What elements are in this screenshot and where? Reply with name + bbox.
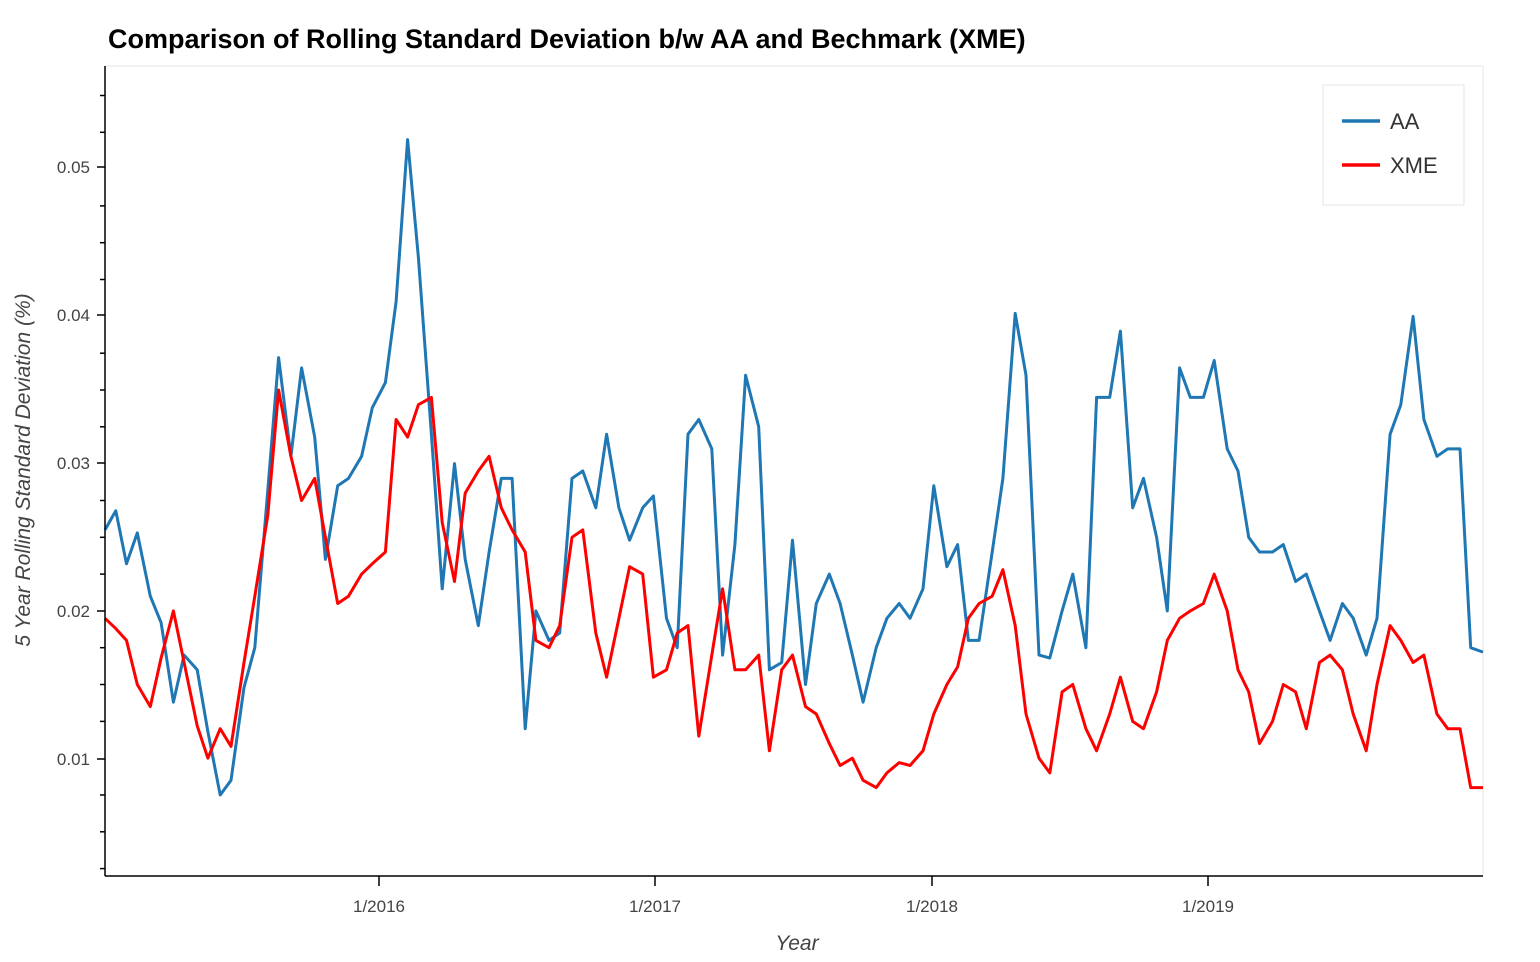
y-tick-2: 0.03 xyxy=(57,454,105,473)
y-tick-label: 0.05 xyxy=(57,158,90,177)
x-tick-label: 1/2016 xyxy=(353,897,405,916)
x-tick-label: 1/2018 xyxy=(906,897,958,916)
y-tick-4: 0.05 xyxy=(57,158,105,177)
legend-box xyxy=(1322,84,1465,206)
legend-label-aa: AA xyxy=(1390,109,1420,134)
chart-title: Comparison of Rolling Standard Deviation… xyxy=(108,24,1026,54)
x-tick-3: 1/2019 xyxy=(1182,876,1234,916)
y-axis-label: 5 Year Rolling Standard Deviation (%) xyxy=(12,293,35,646)
x-tick-0: 1/2016 xyxy=(353,876,405,916)
x-tick-2: 1/2018 xyxy=(906,876,958,916)
y-minor-ticks xyxy=(100,94,105,870)
plot-frame xyxy=(104,65,1484,877)
y-tick-label: 0.03 xyxy=(57,454,90,473)
x-tick-label: 1/2017 xyxy=(629,897,681,916)
series-line-xme xyxy=(103,388,1483,790)
y-tick-label: 0.01 xyxy=(57,750,90,769)
x-tick-1: 1/2017 xyxy=(629,876,681,916)
y-tick-0: 0.01 xyxy=(57,750,105,769)
legend-label-xme: XME xyxy=(1390,153,1438,178)
x-axis-label: Year xyxy=(775,932,819,955)
y-tick-3: 0.04 xyxy=(57,306,105,325)
legend: AA XME xyxy=(1322,84,1465,206)
y-tick-1: 0.02 xyxy=(57,602,105,621)
series-line-aa xyxy=(103,138,1484,797)
x-tick-label: 1/2019 xyxy=(1182,897,1234,916)
y-tick-label: 0.04 xyxy=(57,306,90,325)
series-layer xyxy=(103,138,1484,797)
y-tick-label: 0.02 xyxy=(57,602,90,621)
